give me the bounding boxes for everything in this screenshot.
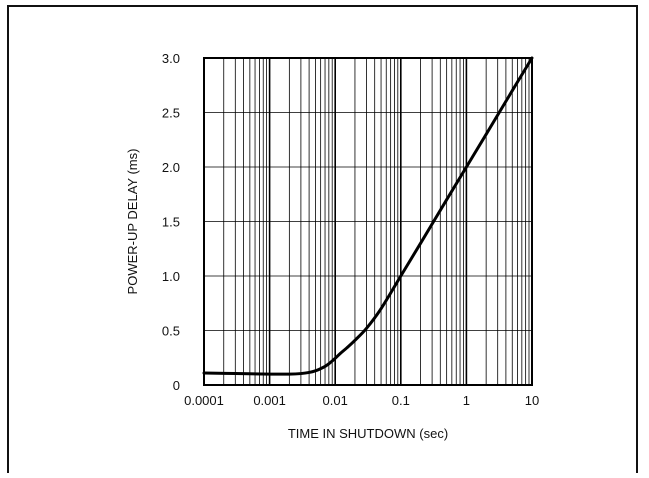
y-tick-label: 1.0 (162, 269, 180, 284)
y-tick-label: 0 (173, 378, 180, 393)
x-tick-label: 0.001 (253, 393, 286, 408)
x-tick-labels: 0.0001 0.001 0.01 0.1 1 10 (184, 393, 539, 408)
y-tick-label: 3.0 (162, 51, 180, 66)
plot-border (203, 57, 533, 386)
x-tick-label: 0.0001 (184, 393, 224, 408)
y-tick-label: 0.5 (162, 324, 180, 339)
y-tick-label: 2.5 (162, 106, 180, 121)
y-axis-label: POWER-UP DELAY (ms) (125, 149, 140, 295)
series-line (202, 56, 534, 376)
x-tick-label: 1 (463, 393, 470, 408)
chart-frame (7, 5, 638, 473)
x-tick-label: 0.01 (323, 393, 348, 408)
x-axis-label: TIME IN SHUTDOWN (sec) (288, 426, 448, 441)
grid (203, 57, 533, 386)
y-tick-labels: 0 0.5 1.0 1.5 2.0 2.5 3.0 (162, 51, 180, 393)
y-tick-label: 1.5 (162, 215, 180, 230)
y-tick-label: 2.0 (162, 160, 180, 175)
x-tick-label: 0.1 (392, 393, 410, 408)
x-tick-label: 10 (525, 393, 539, 408)
